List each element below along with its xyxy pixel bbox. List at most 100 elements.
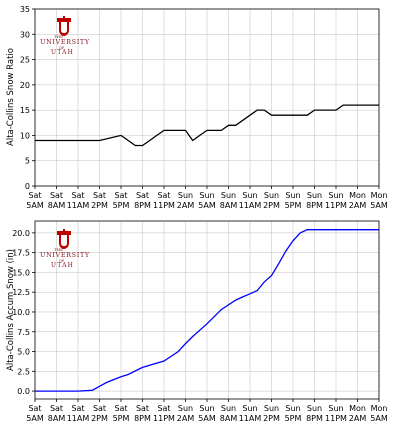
accum-snow-x-tick-label: Sun 5PM	[285, 404, 302, 423]
snow-ratio-x-tick-time: 2PM	[263, 201, 280, 210]
accum-snow-x-tick-time: 5AM	[198, 414, 216, 423]
accum-snow-x-tick-day: Mon	[371, 404, 388, 413]
snow-ratio-x-tick-label: Sat 8PM	[134, 191, 151, 210]
snow-ratio-y-tick-label: 0	[25, 182, 30, 191]
snow-ratio-x-tick-label: Sat 5PM	[113, 191, 130, 210]
snow-ratio-x-tick-time: 8PM	[306, 201, 323, 210]
accum-snow-x-tick-day: Mon	[349, 404, 366, 413]
accum-snow-panel: THE UNIVERSITY OF UTAH Alta-Collins Accu…	[6, 220, 388, 423]
university-of-utah-logo: THE UNIVERSITY OF UTAH	[40, 16, 90, 56]
snow-ratio-x-tick-label: Sat 2PM	[91, 191, 108, 210]
snow-ratio-x-tick-day: Mon	[371, 191, 388, 200]
snow-ratio-x-tick-time: 5AM	[370, 201, 388, 210]
logo-text-utah: UTAH	[51, 49, 74, 56]
snow-ratio-x-tick-day: Sun	[242, 191, 257, 200]
block-u-logo-mark	[57, 16, 71, 36]
accum-snow-x-tick-label: Sat 8PM	[134, 404, 151, 423]
snow-ratio-x-tick-day: Sat	[28, 191, 41, 200]
snow-ratio-x-tick-label: Mon 5AM	[370, 191, 388, 210]
accum-snow-x-tick-day: Sat	[136, 404, 149, 413]
snow-ratio-x-tick-time: 8PM	[134, 201, 151, 210]
snow-ratio-x-tick-time: 5PM	[113, 201, 130, 210]
accum-snow-x-tick-time: 11AM	[239, 414, 262, 423]
accum-snow-x-tick-label: Sun 8PM	[306, 404, 323, 423]
accum-snow-y-tick-label: 15.0	[12, 268, 30, 277]
snow-ratio-panel: THE UNIVERSITY OF UTAH Alta-Collins Snow…	[6, 5, 388, 210]
accum-snow-x-tick-day: Sat	[28, 404, 41, 413]
snow-ratio-x-tick-time: 2PM	[91, 201, 108, 210]
snow-ratio-x-tick-day: Sun	[264, 191, 279, 200]
accum-snow-y-tick-label: 7.5	[17, 328, 30, 337]
accum-snow-x-tick-day: Sun	[285, 404, 300, 413]
snow-ratio-x-tick-label: Sat 5AM	[26, 191, 44, 210]
accum-snow-x-tick-label: Sun 11AM	[239, 404, 262, 423]
snow-ratio-x-tick-day: Sun	[221, 191, 236, 200]
snow-ratio-x-tick-label: Sat 11AM	[67, 191, 90, 210]
snow-ratio-x-tick-label: Sun 8AM	[220, 191, 238, 210]
accum-snow-x-tick-time: 5AM	[370, 414, 388, 423]
accum-snow-x-tick-day: Sat	[71, 404, 84, 413]
snow-ratio-x-tick-label: Mon 2AM	[349, 191, 367, 210]
snow-ratio-x-tick-time: 11PM	[153, 201, 175, 210]
logo-text-of: OF	[59, 46, 65, 50]
snow-ratio-x-tick-time: 2AM	[177, 201, 195, 210]
snow-ratio-x-tick-day: Sat	[136, 191, 149, 200]
accum-snow-x-tick-day: Sun	[307, 404, 322, 413]
snow-ratio-x-tick-label: Sun 8PM	[306, 191, 323, 210]
snow-ratio-x-tick-day: Sun	[328, 191, 343, 200]
accum-snow-x-tick-time: 8AM	[48, 414, 66, 423]
snow-ratio-x-tick-day: Sun	[285, 191, 300, 200]
accum-snow-x-tick-time: 11PM	[325, 414, 347, 423]
university-of-utah-logo-2: THE UNIVERSITY OF UTAH	[40, 229, 90, 269]
snow-ratio-y-tick-label: 10	[20, 131, 30, 140]
snow-ratio-x-tick-day: Sat	[93, 191, 106, 200]
accum-snow-x-tick-label: Sun 8AM	[220, 404, 238, 423]
snow-ratio-x-tick-label: Sun 11AM	[239, 191, 262, 210]
accum-snow-x-tick-label: Sun 11PM	[325, 404, 347, 423]
accum-snow-x-tick-label: Sun 2PM	[263, 404, 280, 423]
snow-ratio-x-tick-label: Sun 5PM	[285, 191, 302, 210]
accum-snow-x-tick-time: 8PM	[134, 414, 151, 423]
accum-snow-y-tick-label: 12.5	[12, 288, 30, 297]
snow-ratio-x-tick-day: Sat	[114, 191, 127, 200]
accum-snow-x-tick-label: Sat 5AM	[26, 404, 44, 423]
accum-snow-x-tick-label: Sat 2PM	[91, 404, 108, 423]
accum-snow-x-tick-day: Sun	[328, 404, 343, 413]
snow-ratio-x-tick-label: Sat 8AM	[48, 191, 66, 210]
logo-text-university: UNIVERSITY	[40, 38, 90, 46]
snow-ratio-x-tick-label: Sun 2PM	[263, 191, 280, 210]
accum-snow-x-tick-time: 2PM	[91, 414, 108, 423]
accum-snow-x-tick-time: 8PM	[306, 414, 323, 423]
snow-ratio-line	[35, 104, 379, 147]
snow-ratio-x-tick-time: 8AM	[220, 201, 238, 210]
accum-snow-x-tick-day: Sat	[93, 404, 106, 413]
logo-text-utah-2: UTAH	[51, 262, 74, 269]
snow-ratio-x-tick-time: 8AM	[48, 201, 66, 210]
snow-ratio-grid	[34, 8, 380, 187]
accum-snow-x-tick-day: Sun	[242, 404, 257, 413]
snow-ratio-x-tick-day: Sun	[307, 191, 322, 200]
accum-snow-x-tick-label: Sat 11PM	[153, 404, 175, 423]
accum-snow-x-tick-day: Sat	[50, 404, 63, 413]
accum-snow-x-tick-label: Mon 5AM	[370, 404, 388, 423]
accum-snow-x-tick-time: 8AM	[220, 414, 238, 423]
accum-snow-x-tick-day: Sun	[199, 404, 214, 413]
snow-ratio-y-tick-label: 20	[20, 81, 30, 90]
accum-snow-x-tick-day: Sat	[157, 404, 170, 413]
snow-ratio-x-tick-day: Sun	[199, 191, 214, 200]
snow-ratio-x-tick-day: Mon	[349, 191, 366, 200]
snow-ratio-y-tick-label: 35	[20, 5, 30, 14]
accum-snow-grid	[34, 221, 380, 399]
snow-ratio-y-tick-label: 5	[25, 157, 30, 166]
snow-ratio-x-tick-time: 11AM	[239, 201, 262, 210]
accum-snow-x-tick-time: 2AM	[349, 414, 367, 423]
logo-text-university-2: UNIVERSITY	[40, 251, 90, 259]
accum-snow-y-axis-title: Alta-Collins Accum Snow (in)	[6, 249, 16, 371]
accum-snow-y-tick-label: 17.5	[12, 249, 30, 258]
accum-snow-x-tick-label: Mon 2AM	[349, 404, 367, 423]
snow-ratio-x-tick-time: 11AM	[67, 201, 90, 210]
snow-ratio-y-tick-label: 30	[20, 30, 30, 39]
accum-snow-x-tick-day: Sun	[178, 404, 193, 413]
